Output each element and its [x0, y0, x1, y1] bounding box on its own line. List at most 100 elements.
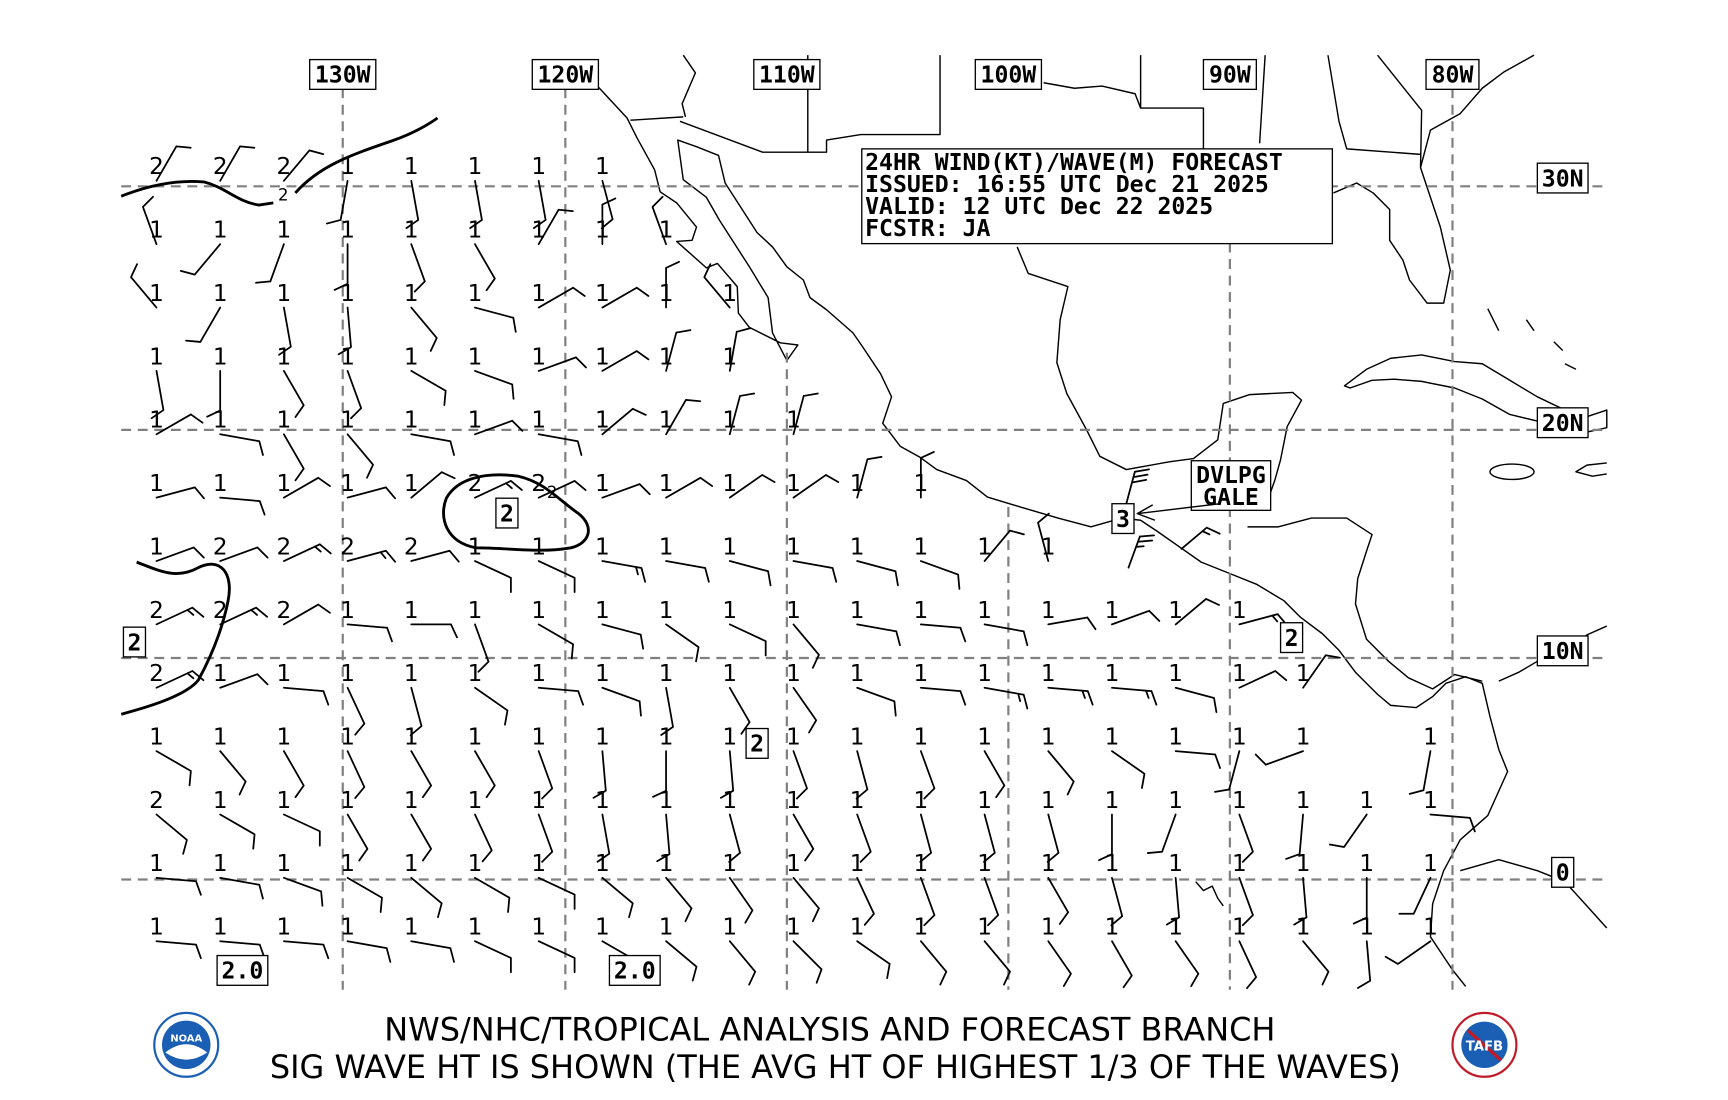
- station: 1: [185, 281, 228, 343]
- wave-height-value: 1: [786, 915, 801, 941]
- wave-height-value: 1: [149, 725, 164, 751]
- wave-height-value: 1: [149, 534, 164, 560]
- wind-barb: [665, 876, 693, 923]
- wind-barb: [474, 623, 490, 673]
- wind-barb: [179, 243, 222, 276]
- wave-height-value: 1: [1423, 915, 1438, 941]
- station: 1: [1105, 598, 1161, 626]
- station: 1: [977, 788, 996, 863]
- wind-barb: [660, 686, 674, 736]
- wind-barb: [155, 750, 192, 787]
- station: 2: [468, 471, 523, 499]
- wind-barb: [219, 673, 269, 689]
- station: 1: [659, 399, 702, 436]
- station: 1: [722, 661, 751, 735]
- wind-barb: [665, 623, 700, 663]
- wind-barb: [1408, 750, 1432, 795]
- svg-text:2: 2: [500, 501, 514, 527]
- wind-barb: [596, 813, 611, 863]
- station: 1: [977, 725, 1006, 799]
- wind-barb: [1429, 813, 1476, 833]
- wind-barb: [1174, 940, 1200, 987]
- wind-barb: [474, 480, 523, 499]
- wave-height-value: 1: [722, 725, 737, 751]
- wind-barb: [333, 243, 349, 291]
- central-america-caribbean-coast: [1247, 517, 1483, 690]
- wave-height-value: 1: [1232, 915, 1247, 941]
- wave-height-value: 1: [277, 661, 292, 687]
- wave-height-value: 1: [404, 725, 419, 751]
- station: 1: [1168, 598, 1220, 626]
- station: 1: [1232, 915, 1257, 990]
- wind-barb: [1037, 512, 1050, 562]
- wave-height-value: 1: [914, 788, 929, 814]
- wind-barb: [983, 940, 1011, 986]
- wind-barb: [410, 370, 447, 406]
- wave-height-value: 1: [914, 851, 929, 877]
- station: 1: [1423, 788, 1476, 833]
- station: 1: [213, 851, 264, 900]
- wind-barb: [155, 546, 205, 562]
- wave-height-value: 1: [1041, 661, 1056, 687]
- station: 1: [914, 725, 936, 800]
- contour-label: 2: [547, 483, 558, 502]
- wave-height-value: 1: [595, 344, 610, 370]
- svg-text:TAFB: TAFB: [1466, 1039, 1503, 1054]
- wave-height-value: 1: [595, 534, 610, 560]
- station: 1: [659, 598, 700, 663]
- wind-barb: [792, 686, 818, 734]
- wave-height-value: 1: [404, 154, 419, 180]
- svg-text:2: 2: [750, 732, 764, 758]
- station: 1: [468, 344, 515, 400]
- station: 2: [213, 598, 269, 626]
- station: 1: [1352, 851, 1374, 925]
- wind-barb: [1111, 609, 1161, 626]
- wave-height-value: 1: [277, 471, 292, 497]
- station: 1: [404, 408, 455, 456]
- wind-barb: [469, 179, 483, 229]
- station: 2: [149, 788, 188, 855]
- wind-barb: [983, 623, 1029, 646]
- graticule: [121, 88, 1607, 990]
- wave-height-value: 1: [149, 218, 164, 244]
- wave-height-value: 1: [914, 534, 929, 560]
- station: 1: [531, 408, 583, 456]
- wind-barb: [346, 876, 383, 913]
- station: 1: [179, 218, 228, 276]
- station: 1: [1105, 851, 1124, 927]
- station: 1: [531, 154, 547, 229]
- footer-line2: SIG WAVE HT IS SHOWN (THE AVG HT OF HIGH…: [270, 1048, 1401, 1086]
- station: 1: [468, 851, 511, 913]
- station: 1: [468, 218, 496, 292]
- wind-barb: [283, 876, 324, 907]
- wind-barb: [150, 370, 165, 420]
- station: 1: [1328, 788, 1374, 848]
- wind-barb: [1047, 750, 1075, 796]
- wave-height-value: 1: [659, 344, 674, 370]
- wind-barb: [728, 876, 754, 924]
- station: 1: [595, 851, 634, 919]
- wave-height-value: 1: [1105, 851, 1120, 877]
- station: 1: [659, 851, 693, 923]
- wind-barb: [1238, 813, 1254, 863]
- wind-barb: [1174, 686, 1218, 713]
- wave-height-value: 1: [1105, 915, 1120, 941]
- station: 1: [1296, 915, 1330, 986]
- station: 1: [277, 471, 331, 499]
- wind-barb: [410, 813, 432, 862]
- station: 1: [659, 661, 674, 736]
- station: 1: [914, 915, 948, 986]
- wave-height-value: 1: [468, 661, 483, 687]
- wind-barb: [919, 560, 961, 590]
- station: 1: [340, 661, 366, 736]
- wind-barb: [601, 286, 650, 309]
- lat-label: 10N: [1542, 639, 1584, 665]
- wind-barb: [601, 197, 617, 246]
- station: 1: [914, 851, 936, 927]
- station: 1: [1254, 725, 1310, 766]
- wave-height-value: 1: [468, 154, 483, 180]
- lat-label: 30N: [1542, 166, 1584, 192]
- wind-barb: [537, 208, 574, 246]
- wind-barb: [919, 750, 936, 800]
- station: 1: [850, 915, 891, 980]
